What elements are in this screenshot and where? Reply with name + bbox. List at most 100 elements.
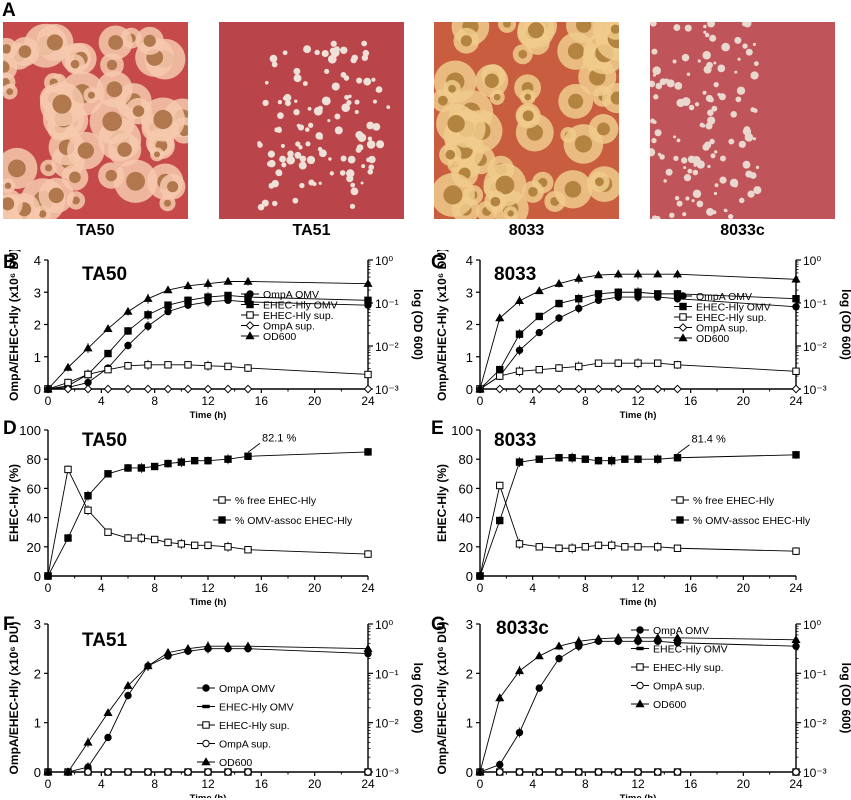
series-ehec-hly-sup [44, 359, 372, 393]
colony [650, 118, 656, 124]
data-point [555, 299, 563, 308]
data-point [184, 361, 192, 369]
x-tick-label: 4 [98, 394, 105, 408]
data-point [83, 737, 93, 746]
colony [654, 129, 662, 137]
data-point [183, 643, 193, 652]
colony [163, 199, 171, 207]
data-point [104, 365, 112, 374]
data-point [679, 302, 687, 311]
data-point [515, 384, 524, 394]
colony [324, 68, 330, 74]
colony [721, 42, 730, 52]
data-point [43, 767, 53, 776]
colony [706, 61, 713, 69]
colony [657, 152, 662, 156]
data-point [224, 291, 232, 300]
data-point [164, 307, 172, 316]
data-point [124, 691, 132, 700]
colony [317, 146, 323, 152]
x-tick-label: 0 [477, 777, 484, 791]
data-point [554, 278, 564, 287]
legend-label: OmpA OMV [696, 291, 752, 303]
data-point [143, 661, 153, 670]
data-point [678, 323, 688, 332]
y2-tick-label: 10⁻³ [803, 383, 827, 397]
colony [299, 182, 305, 189]
x-tick-label: 20 [737, 581, 751, 595]
data-point [593, 270, 604, 279]
colony [314, 49, 320, 56]
data-point [164, 459, 172, 468]
x-tick-label: 12 [201, 777, 215, 791]
colony [70, 59, 80, 69]
y-tick-label: 80 [27, 452, 41, 467]
data-point [515, 768, 524, 776]
colony [742, 43, 748, 49]
y2-tick-label: 10⁻³ [375, 766, 399, 780]
colony [261, 199, 269, 207]
data-point [515, 458, 524, 466]
series-ompa-sup [44, 768, 372, 776]
data-point [177, 540, 186, 548]
colony [507, 210, 514, 217]
data-point [144, 768, 152, 776]
data-point [534, 384, 544, 394]
data-point [123, 680, 133, 689]
data-point [476, 572, 484, 580]
x-tick-label: 4 [98, 777, 105, 791]
data-point [594, 296, 603, 305]
data-point [184, 768, 192, 776]
data-point [150, 462, 159, 471]
data-point [203, 384, 213, 394]
colony [18, 45, 32, 58]
x-axis-label: Time (h) [190, 597, 227, 608]
data-point [555, 768, 563, 776]
y2-tick-label: 10⁻¹ [803, 667, 827, 681]
data-point [364, 370, 372, 379]
colony [714, 150, 718, 154]
x-tick-label: 0 [45, 394, 52, 408]
data-point [636, 626, 644, 634]
colony [752, 42, 756, 46]
legend-label: EHEC-Hly OMV [653, 644, 728, 656]
colony [287, 150, 294, 158]
x-tick-label: 0 [477, 394, 484, 408]
series-line [48, 648, 369, 773]
colony [717, 64, 726, 73]
y2-axis-label: log (OD 600) [839, 663, 851, 734]
data-point [104, 768, 112, 776]
chart-title: TA50 [82, 264, 127, 285]
y-tick-label: 3 [466, 617, 473, 632]
x-tick-label: 8 [582, 394, 589, 408]
x-tick-label: 12 [201, 394, 215, 408]
data-point [654, 290, 662, 298]
data-point [224, 543, 232, 551]
colony [683, 166, 687, 170]
series-od600 [475, 632, 801, 776]
y2-tick-label: 10⁻³ [375, 383, 399, 397]
colony [341, 103, 351, 113]
data-point [594, 384, 603, 394]
plate-photo-ta50 [3, 22, 188, 219]
panel-letter-e: E [431, 418, 444, 439]
colony [713, 61, 717, 65]
data-point [613, 633, 623, 642]
data-point [581, 543, 590, 551]
y-tick-label: 100 [19, 423, 41, 438]
data-point [202, 739, 210, 748]
colony [286, 155, 295, 165]
data-point [224, 768, 232, 776]
colony [344, 94, 350, 100]
data-point [203, 641, 213, 650]
colony [143, 34, 156, 47]
legend-label: OmpA OMV [219, 683, 275, 695]
data-point [555, 654, 563, 663]
colony [666, 79, 675, 88]
colony [692, 156, 701, 165]
x-tick-label: 16 [255, 581, 269, 595]
y-axis-label: OmpA/EHEC-Hly (x10⁶ DU) [7, 250, 21, 401]
data-point [496, 768, 504, 776]
data-point [244, 452, 252, 460]
